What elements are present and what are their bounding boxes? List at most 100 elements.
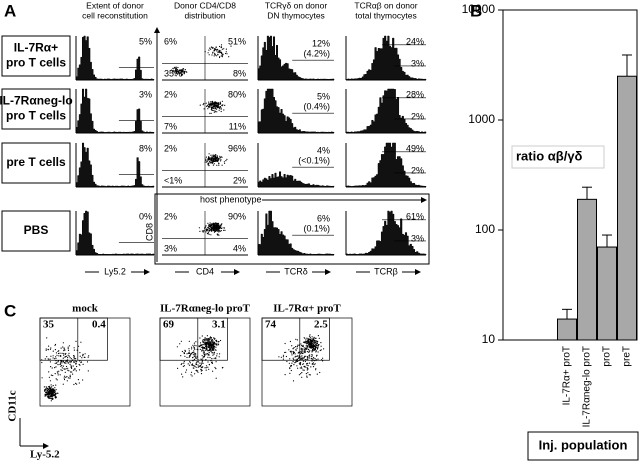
dot [63,375,66,377]
dot [201,230,203,232]
dot [215,222,217,224]
dot [62,346,64,348]
dot [188,356,190,358]
percent: 2% [411,111,424,121]
gate-value: 35 [43,319,55,331]
dot [46,337,48,339]
dot [311,354,313,356]
dot [51,390,53,393]
panel-letter: C [4,301,16,320]
dot [58,355,60,357]
dot [296,365,298,367]
dot [307,340,309,342]
dot [73,383,75,386]
histogram [257,88,335,134]
dot [210,348,212,350]
quadrant-label: 51% [228,36,246,46]
dot [81,357,83,359]
dot [44,390,46,392]
dot [55,393,57,395]
dot [210,102,212,104]
dot [204,229,206,231]
dot [209,345,211,347]
dot [52,388,54,390]
percent: 4% [317,145,330,155]
dot [201,360,204,362]
dot [308,346,310,348]
dot [315,343,317,345]
dot [317,358,319,360]
dot [319,349,321,352]
dot [215,361,217,363]
dot [212,102,214,104]
dot [219,353,221,355]
bar [577,198,597,341]
dot [302,352,304,354]
dot [178,71,180,73]
quadrant-label: 2% [164,143,177,153]
dot [208,101,210,103]
dot [214,110,216,112]
dot [213,349,215,351]
dot [223,229,225,231]
dot [203,350,205,352]
dot [212,229,215,231]
dot [307,346,309,348]
dot [216,226,218,228]
dot [180,72,182,74]
dot [300,353,302,355]
dot [220,156,222,158]
dot [68,355,70,357]
dot [212,154,214,156]
dot [211,350,213,352]
dot [284,374,286,376]
row-label: pro T cells [6,109,66,123]
quadrant-label: 80% [228,89,246,99]
dot [61,362,63,364]
dot [208,54,210,56]
dot [211,345,213,347]
dot [311,356,313,358]
dot [61,369,63,372]
dot [311,363,313,365]
dot [309,350,311,352]
dot [49,389,51,391]
dot [61,367,63,369]
dot [307,372,309,374]
dot [301,350,303,352]
dot [52,385,54,387]
dot [296,347,298,349]
dot [300,373,302,375]
dot [218,103,220,105]
dot [308,335,311,337]
dot [315,351,317,353]
dot [215,101,217,103]
dot [50,374,53,376]
dot [45,348,47,350]
dot [312,362,314,364]
dot [205,225,207,227]
dot [215,55,217,57]
dot [202,347,204,350]
dot [45,387,48,389]
dot [43,386,46,388]
dot [197,366,199,368]
dot [181,74,183,76]
dot [302,363,305,365]
dot [209,106,211,108]
dot [82,355,84,357]
dot [309,344,311,346]
dot [216,155,218,157]
dot [184,350,186,352]
dot [52,357,54,359]
dot [213,352,215,354]
dot [311,360,313,362]
dot [304,342,306,344]
dot [54,373,56,375]
dot [62,365,64,367]
dot [207,356,209,358]
dot [215,349,217,351]
percent: 49% [406,143,424,153]
dot [75,370,77,372]
row-label: PBS [24,223,49,237]
